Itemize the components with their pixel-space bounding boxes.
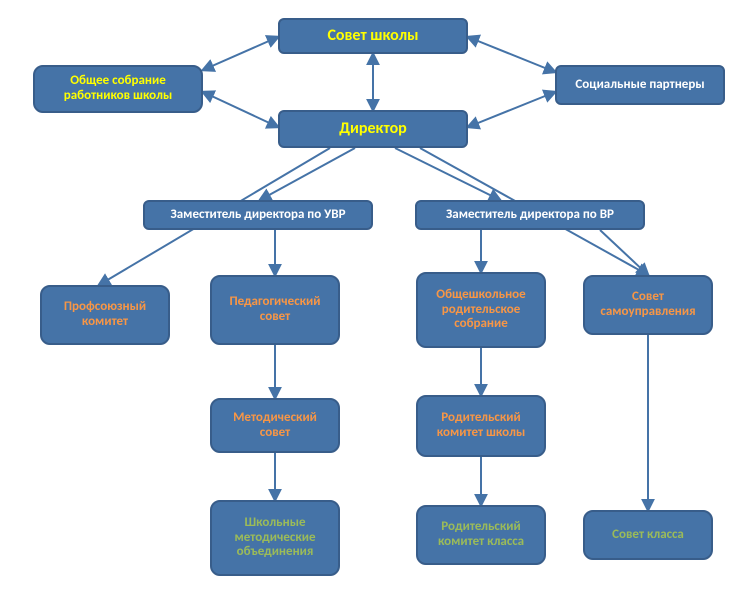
node-council: Совет школы <box>278 18 468 54</box>
node-method: Методический совет <box>210 398 340 453</box>
node-label: Профсоюзный комитет <box>48 300 162 330</box>
node-parent_sch: Родительский комитет школы <box>416 395 546 457</box>
node-label: Школьные методические объединения <box>218 516 332 561</box>
edge-1 <box>468 37 555 72</box>
node-label: Директор <box>339 120 407 138</box>
node-label: Совет самоуправления <box>591 290 705 320</box>
node-label: Совет школы <box>327 27 418 45</box>
node-label: Методический совет <box>218 411 332 441</box>
edge-7 <box>395 148 500 200</box>
node-director: Директор <box>278 110 468 148</box>
node-parent_cls: Родительский комитет класса <box>416 505 546 565</box>
edge-0 <box>203 37 278 70</box>
edge-6 <box>260 148 355 200</box>
node-label: Общее собрание работников школы <box>41 74 195 104</box>
node-deputy_vr: Заместитель директора по ВР <box>415 200 645 230</box>
node-label: Совет класса <box>612 528 684 543</box>
node-parent_all: Общешкольное родительское собрание <box>416 272 546 348</box>
node-label: Педагогический совет <box>218 295 332 325</box>
node-assembly: Общее собрание работников школы <box>33 65 203 113</box>
node-label: Социальные партнеры <box>575 78 704 93</box>
edge-3 <box>203 92 278 127</box>
node-label: Родительский комитет класса <box>424 520 538 550</box>
edge-4 <box>468 92 555 127</box>
node-label: Общешкольное родительское собрание <box>424 288 538 333</box>
node-self_gov: Совет самоуправления <box>583 275 713 335</box>
node-label: Заместитель директора по УВР <box>171 208 346 223</box>
node-school_meth: Школьные методические объединения <box>210 500 340 576</box>
node-ped_council: Педагогический совет <box>210 275 340 345</box>
node-class_coun: Совет класса <box>583 510 713 560</box>
node-partners: Социальные партнеры <box>555 65 725 105</box>
node-union: Профсоюзный комитет <box>40 285 170 345</box>
node-label: Родительский комитет школы <box>424 411 538 441</box>
node-deputy_uvr: Заместитель директора по УВР <box>143 200 373 230</box>
node-label: Заместитель директора по ВР <box>446 208 614 223</box>
edge-11 <box>600 230 648 275</box>
